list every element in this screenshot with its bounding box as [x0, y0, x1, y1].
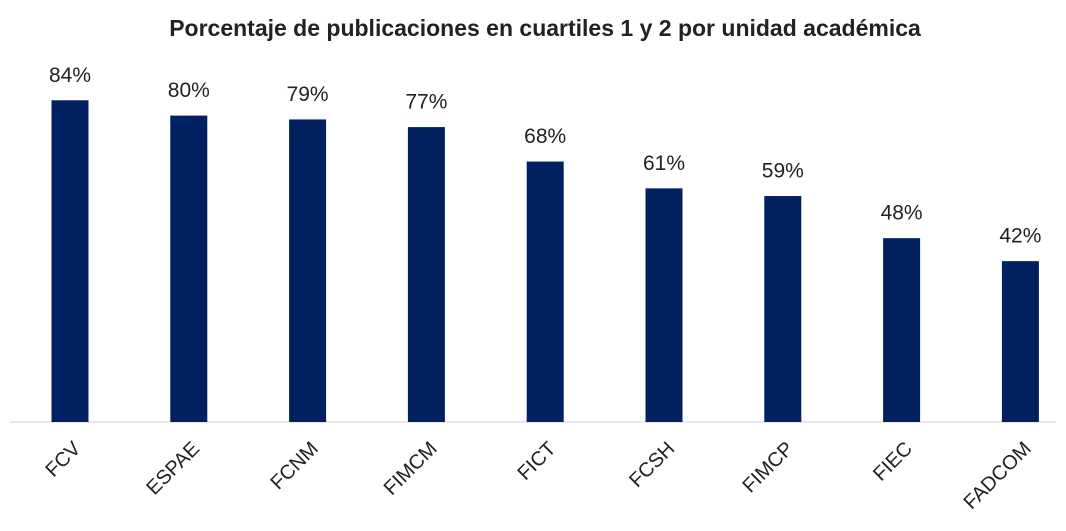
value-label: 79%	[287, 83, 329, 106]
value-label: 59%	[762, 160, 804, 183]
value-label: 80%	[168, 79, 210, 102]
value-label: 61%	[643, 152, 685, 175]
bar	[526, 161, 564, 422]
bar	[407, 127, 445, 422]
bar	[289, 119, 327, 423]
x-tick-label: FIMCP	[739, 438, 799, 498]
x-tick-label: ESPAE	[142, 438, 204, 500]
x-tick-label: FIEC	[869, 438, 917, 486]
x-tick-label: FCV	[41, 437, 85, 481]
x-tick-label: FADCOM	[960, 438, 1036, 514]
chart-title: Porcentaje de publicaciones en cuartiles…	[169, 15, 921, 41]
value-label: 42%	[999, 225, 1041, 248]
value-label: 68%	[524, 125, 566, 148]
x-tick-label: FIMCM	[380, 438, 442, 500]
x-tick-label: FCSH	[625, 438, 679, 492]
bar	[1001, 261, 1039, 422]
value-label: 84%	[49, 64, 91, 87]
bar	[645, 188, 683, 422]
x-tick-label: FICT	[513, 438, 560, 485]
value-label: 77%	[405, 91, 447, 114]
bar	[51, 100, 89, 422]
bar	[170, 115, 208, 422]
bar	[764, 196, 802, 422]
x-tick-label: FCNM	[266, 438, 322, 494]
value-label: 48%	[881, 202, 923, 225]
bar	[883, 238, 921, 422]
